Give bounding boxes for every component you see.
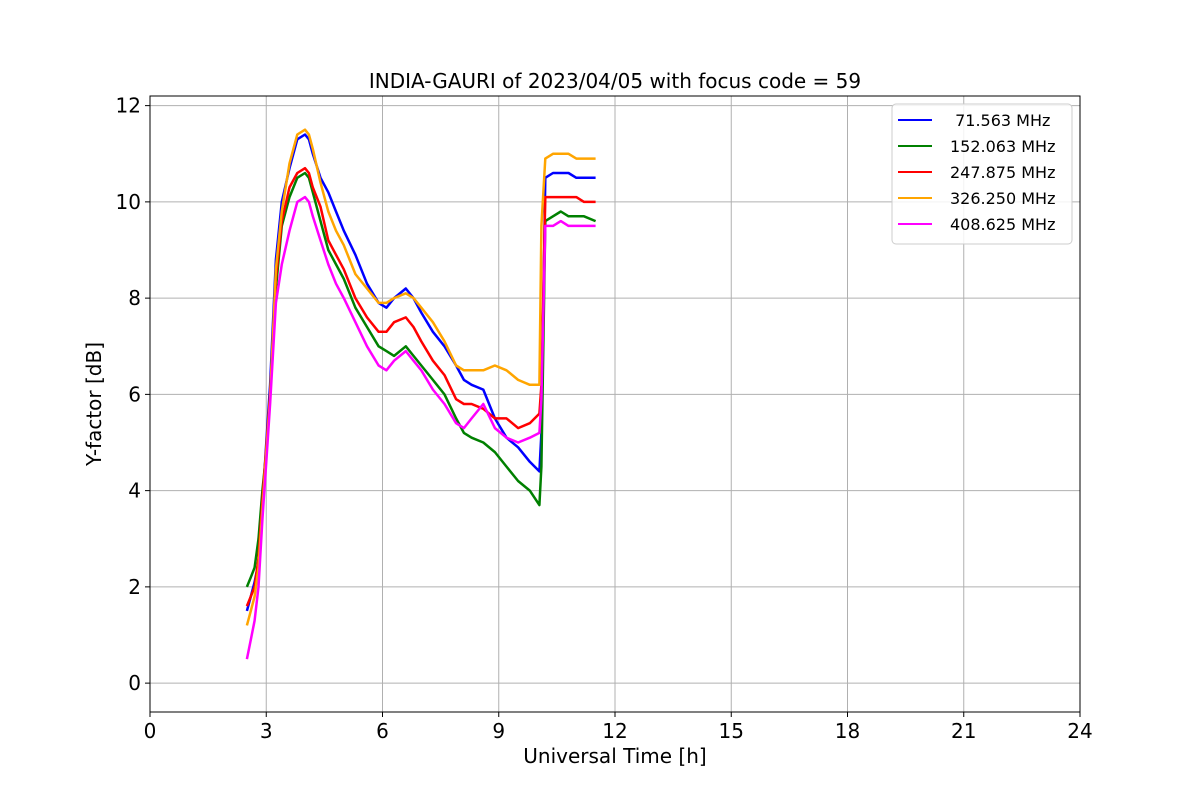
x-tick-label: 24 [1067,719,1092,743]
x-tick-label: 12 [602,719,627,743]
y-tick-label: 10 [116,190,141,214]
y-tick-label: 0 [128,671,141,695]
grid [149,96,1081,712]
legend-label: 152.063 MHz [950,137,1055,156]
y-tick-label: 2 [128,575,141,599]
y-tick-label: 4 [128,479,141,503]
x-tick-label: 0 [144,719,157,743]
legend-label: 247.875 MHz [950,163,1055,182]
x-axis: 0 3 6 9 12 15 18 21 24 [144,712,1093,743]
x-tick-label: 6 [376,719,389,743]
y-axis: 0 2 4 6 8 10 12 [116,94,150,695]
legend: 71.563 MHz 152.063 MHz 247.875 MHz 326.250 … [891,103,1073,245]
chart-title: INDIA-GAURI of 2023/04/05 with focus cod… [369,69,861,93]
series-line-4 [245,195,596,660]
x-axis-label: Universal Time [h] [523,744,706,768]
legend-label: 408.625 MHz [950,215,1055,234]
x-tick-label: 18 [835,719,860,743]
x-tick-label: 21 [951,719,976,743]
x-tick-label: 9 [492,719,505,743]
x-tick-label: 15 [719,719,744,743]
legend-label: 71.563 MHz [950,111,1050,130]
y-tick-label: 8 [128,286,141,310]
x-tick-label: 3 [260,719,273,743]
series-layer [245,128,597,660]
legend-label: 326.250 MHz [950,189,1055,208]
y-tick-label: 12 [116,94,141,118]
y-tick-label: 6 [128,382,141,406]
y-axis-label: Y-factor [dB] [82,342,106,467]
series-line-3 [245,128,596,626]
legend-box [891,103,1073,245]
